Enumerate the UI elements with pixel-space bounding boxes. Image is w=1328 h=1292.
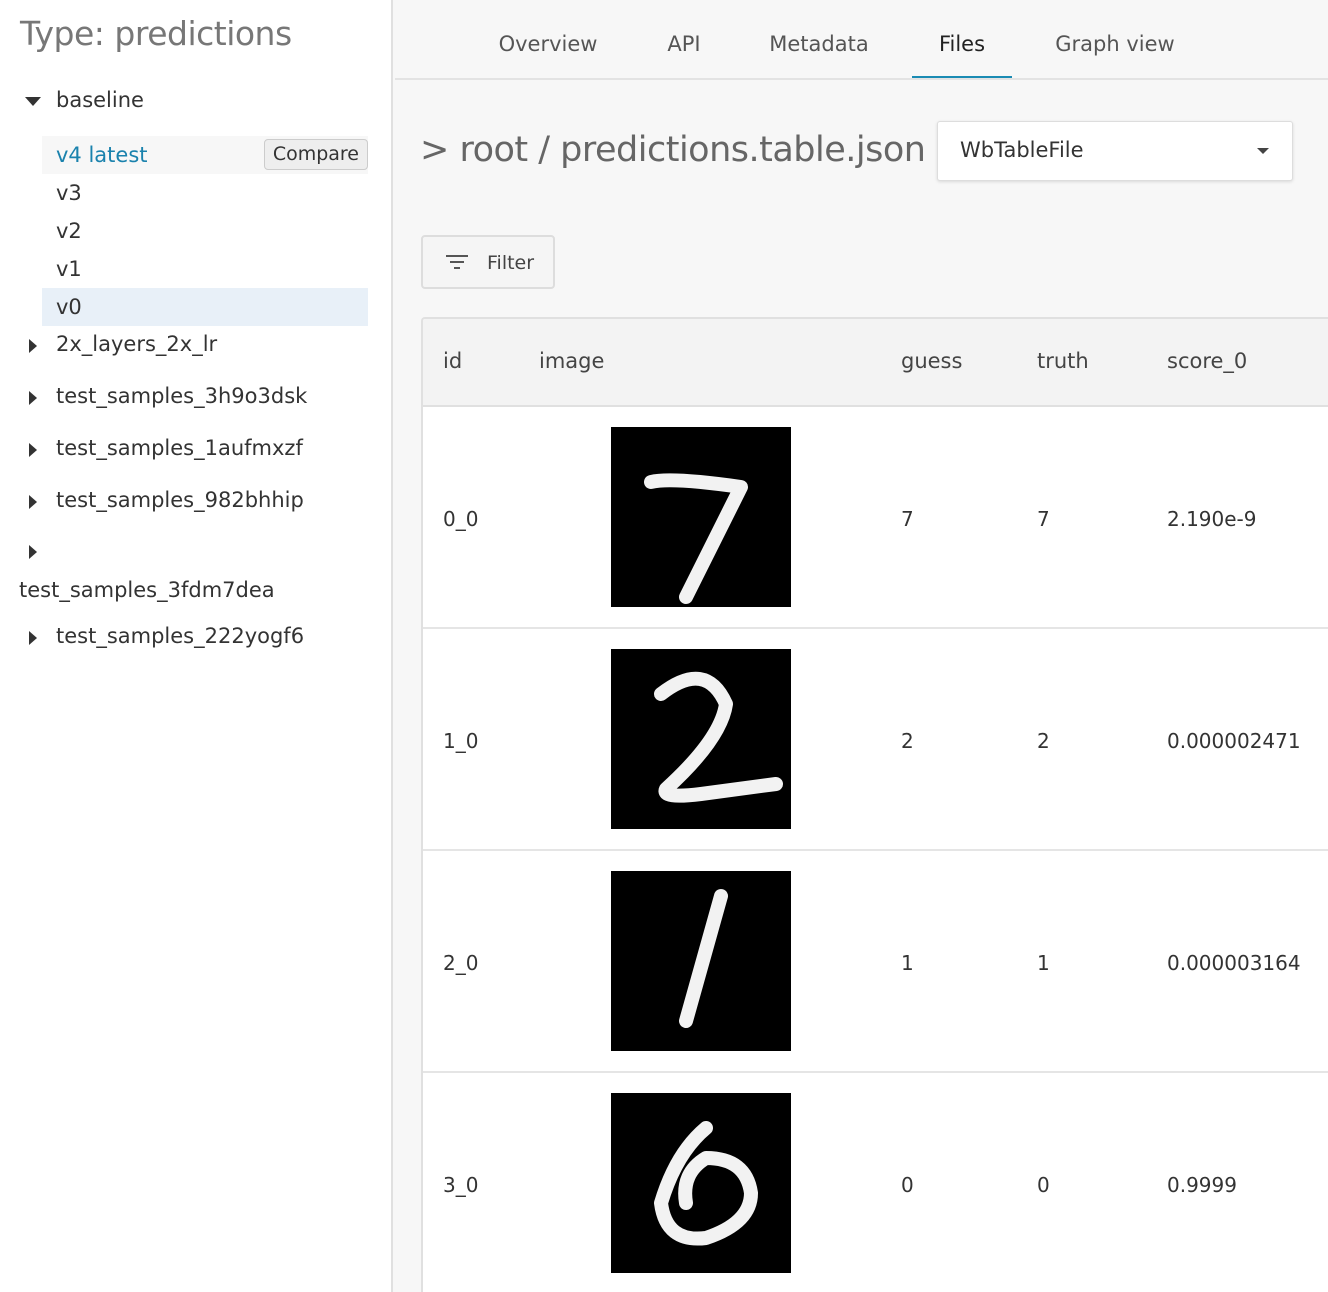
table-row[interactable]: 0_0 7 7 2.190e-9 (423, 407, 1328, 629)
tree-item[interactable]: test_samples_982bhhip (56, 488, 304, 512)
table-row[interactable]: 3_0 0 0 0.9999 (423, 1073, 1328, 1292)
digit-image[interactable] (611, 427, 791, 607)
version-v0[interactable]: v0 (42, 288, 368, 326)
cell-truth: 7 (1037, 507, 1050, 531)
tree-item[interactable]: 2x_layers_2x_lr (56, 332, 218, 356)
version-v4[interactable]: v4 latest Compare (42, 136, 368, 174)
cell-guess: 0 (901, 1173, 914, 1197)
tab-bar (395, 0, 1328, 80)
caret-right-icon[interactable] (29, 391, 37, 405)
tree-item[interactable]: test_samples_222yogf6 (56, 624, 305, 648)
digit-image[interactable] (611, 1093, 791, 1273)
digit-image[interactable] (611, 649, 791, 829)
column-header-id[interactable]: id (443, 349, 463, 373)
breadcrumb[interactable]: > root / predictions.table.json (420, 130, 926, 170)
version-label: v4 latest (56, 143, 148, 167)
table-row[interactable]: 2_0 1 1 0.000003164 (423, 851, 1328, 1073)
tab-files[interactable]: Files (938, 32, 986, 56)
page-title: Type: predictions (20, 14, 292, 53)
caret-down-icon[interactable] (25, 97, 41, 106)
cell-score: 0.000002471 (1167, 729, 1301, 753)
tab-graph-view[interactable]: Graph view (1055, 32, 1175, 56)
version-v3[interactable]: v3 (56, 181, 82, 205)
tab-api[interactable]: API (667, 32, 701, 56)
cell-id: 0_0 (443, 507, 479, 531)
filter-button[interactable]: Filter (421, 235, 555, 289)
type-select-value: WbTableFile (960, 138, 1084, 162)
filter-label: Filter (487, 252, 535, 274)
column-header-guess[interactable]: guess (901, 349, 963, 373)
cell-id: 2_0 (443, 951, 479, 975)
cell-score: 2.190e-9 (1167, 507, 1257, 531)
active-tab-indicator (912, 76, 1012, 78)
cell-truth: 2 (1037, 729, 1050, 753)
column-header-score[interactable]: score_0 (1167, 349, 1248, 373)
filter-icon (446, 255, 468, 269)
tab-overview[interactable]: Overview (498, 32, 598, 56)
version-v2[interactable]: v2 (56, 219, 82, 243)
cell-id: 3_0 (443, 1173, 479, 1197)
cell-score: 0.000003164 (1167, 951, 1301, 975)
tree-item-baseline[interactable]: baseline (56, 88, 144, 112)
cell-guess: 2 (901, 729, 914, 753)
cell-score: 0.9999 (1167, 1173, 1237, 1197)
column-header-image[interactable]: image (539, 349, 605, 373)
caret-right-icon[interactable] (29, 339, 37, 353)
column-header-truth[interactable]: truth (1037, 349, 1089, 373)
chevron-down-icon (1257, 148, 1269, 154)
caret-right-icon[interactable] (29, 545, 37, 559)
table-row[interactable]: 1_0 2 2 0.000002471 (423, 629, 1328, 851)
caret-right-icon[interactable] (29, 631, 37, 645)
tree-item[interactable]: test_samples_3fdm7dea (19, 578, 275, 602)
type-select[interactable]: WbTableFile (937, 121, 1293, 181)
cell-id: 1_0 (443, 729, 479, 753)
tree-item[interactable]: test_samples_3h9o3dsk (56, 384, 308, 408)
table-header: id image guess truth score_0 (423, 319, 1328, 407)
digit-image[interactable] (611, 871, 791, 1051)
caret-right-icon[interactable] (29, 495, 37, 509)
compare-button[interactable]: Compare (263, 139, 368, 170)
cell-guess: 7 (901, 507, 914, 531)
predictions-table: id image guess truth score_0 0_0 7 7 2.190e… (421, 317, 1328, 1292)
tree-item[interactable]: test_samples_1aufmxzf (56, 436, 303, 460)
version-v1[interactable]: v1 (56, 257, 82, 281)
sidebar: Type: predictions baseline v4 latest Comp… (0, 0, 393, 1292)
cell-truth: 1 (1037, 951, 1050, 975)
cell-truth: 0 (1037, 1173, 1050, 1197)
cell-guess: 1 (901, 951, 914, 975)
caret-right-icon[interactable] (29, 443, 37, 457)
tab-metadata[interactable]: Metadata (769, 32, 869, 56)
